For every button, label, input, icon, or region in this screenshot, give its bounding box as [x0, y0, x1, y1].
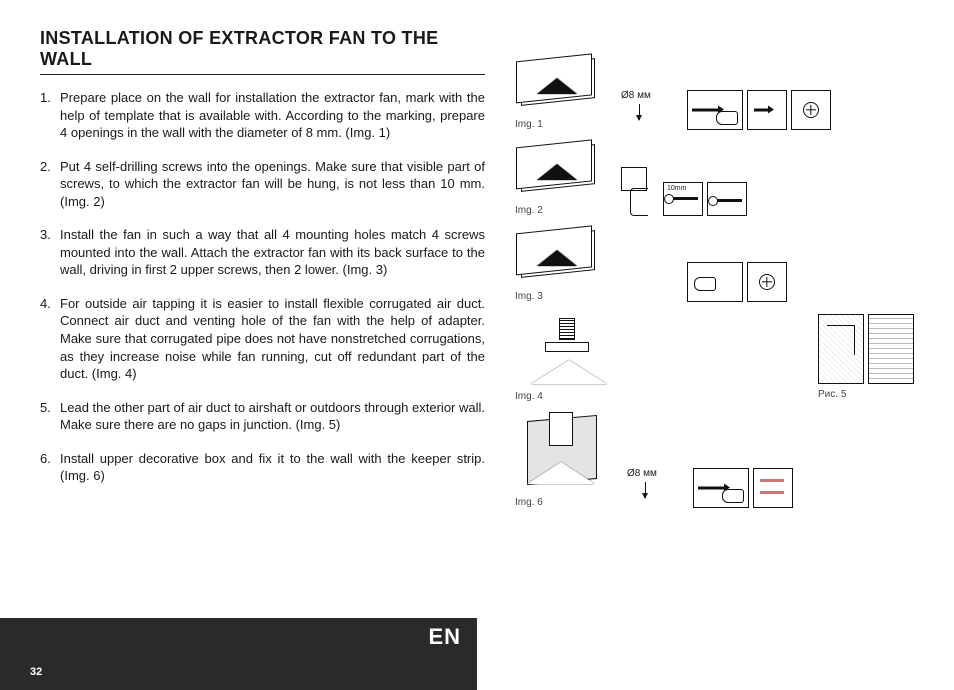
caption-img3: Img. 3: [515, 291, 605, 302]
instruction-list: Prepare place on the wall for installati…: [40, 89, 485, 485]
slot-box-icon: [753, 468, 793, 508]
step-1: Prepare place on the wall for installati…: [40, 89, 485, 142]
text-column: INSTALLATION OF EXTRACTOR FAN TO THE WAL…: [40, 28, 485, 618]
page-content: INSTALLATION OF EXTRACTOR FAN TO THE WAL…: [0, 0, 954, 618]
dimension-8mm-2: Ø8 мм: [627, 468, 677, 508]
caption-img1: Img. 1: [515, 119, 605, 130]
drill-sequence-1: [687, 90, 831, 130]
bracket-box-icon: [621, 167, 647, 191]
figure-row-6: Img. 6 Ø8 мм: [515, 414, 914, 508]
figure-5: Рис. 5: [818, 314, 914, 402]
arrow-down-icon: [645, 482, 646, 498]
drill-box-icon: [693, 468, 749, 508]
bolt-insert-icon: [707, 182, 747, 216]
page-title: INSTALLATION OF EXTRACTOR FAN TO THE WAL…: [40, 28, 485, 75]
language-code: EN: [428, 624, 461, 650]
step-4: For outside air tapping it is easier to …: [40, 295, 485, 383]
hood-diagram-icon: [515, 56, 605, 116]
figure-row-1: Img. 1 Ø8 мм: [515, 56, 914, 130]
figure-row-4-5: Img. 4 Рис. 5: [515, 314, 914, 402]
step-3: Install the fan in such a way that all 4…: [40, 226, 485, 279]
hood-final-icon: [515, 414, 611, 494]
caption-img2: Img. 2: [515, 205, 605, 216]
drill-sequence-2: [693, 468, 793, 508]
diam-label-2: Ø8 мм: [627, 468, 657, 479]
screw-detail: 10mm: [663, 182, 747, 216]
step-6: Install upper decorative box and fix it …: [40, 450, 485, 485]
duct-diagram-icon: [515, 318, 645, 388]
page-number: 32: [30, 666, 42, 678]
diam-label: Ø8 мм: [621, 90, 651, 101]
page-footer: EN 32: [0, 618, 477, 690]
screw-cross-icon: [747, 262, 787, 302]
figure-row-3: Img. 3: [515, 228, 914, 302]
figure-column: Img. 1 Ø8 мм Img. 2: [515, 28, 914, 618]
wall-grill-icon: [868, 314, 914, 384]
figure-row-2: Img. 2 10mm: [515, 142, 914, 216]
step-2: Put 4 self-drilling screws into the open…: [40, 158, 485, 211]
caption-img4: Img. 4: [515, 391, 645, 402]
hand-push-icon: [687, 262, 743, 302]
step-5: Lead the other part of air duct to airsh…: [40, 399, 485, 434]
figure-2: Img. 2: [515, 142, 605, 216]
figure-1: Img. 1: [515, 56, 605, 130]
dimension-8mm-1: Ø8 мм: [621, 90, 671, 130]
plug-box-icon: [747, 90, 787, 130]
figure-6: Img. 6: [515, 414, 611, 508]
hood-diagram-icon: [515, 228, 605, 288]
caption-img6: Img. 6: [515, 497, 611, 508]
hood-diagram-icon: [515, 142, 605, 202]
tenmm-label: 10mm: [667, 185, 686, 192]
bolt-box-icon: 10mm: [663, 182, 703, 216]
wall-vent-icon: [818, 314, 864, 384]
caption-img5: Рис. 5: [818, 389, 846, 400]
attach-sequence: [687, 262, 787, 302]
figure-3: Img. 3: [515, 228, 605, 302]
screw-box-icon: [791, 90, 831, 130]
figure-4: Img. 4: [515, 318, 645, 402]
drill-box-icon: [687, 90, 743, 130]
arrow-down-icon: [639, 104, 640, 120]
